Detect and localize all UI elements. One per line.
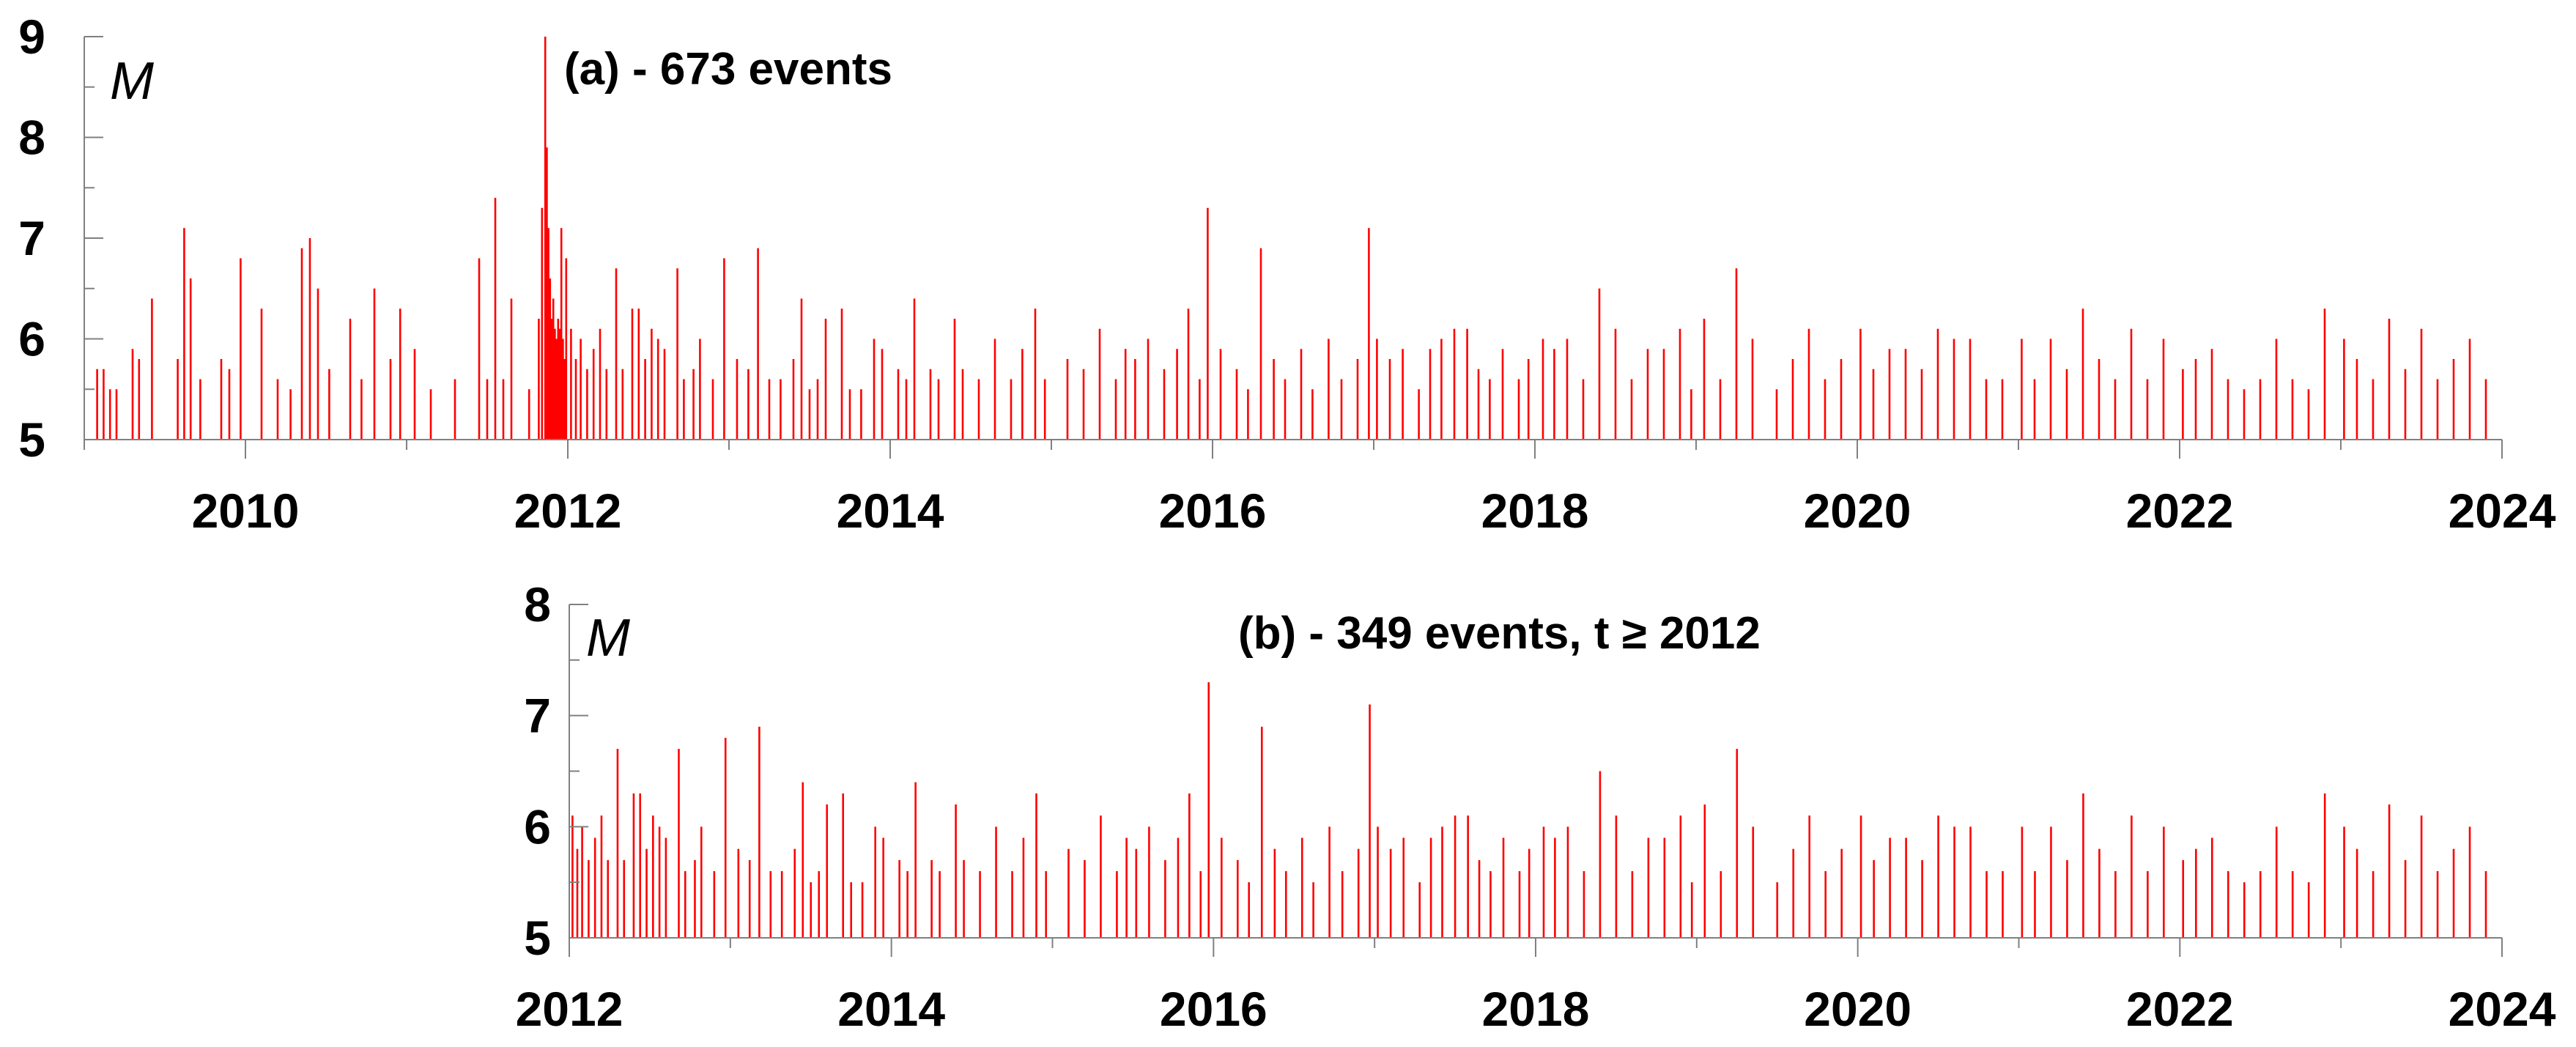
- event-bars-a: [96, 37, 2487, 440]
- y-axis-label-a: M: [110, 52, 154, 111]
- x-tick-label: 2016: [1160, 982, 1267, 1036]
- x-tick-label: 2020: [1804, 982, 1911, 1036]
- y-tick-label: 5: [524, 911, 551, 965]
- y-tick-label: 7: [524, 689, 551, 743]
- x-tick-label: 2020: [1804, 484, 1911, 538]
- x-tick-label: 2014: [837, 484, 944, 538]
- axes-b: 5 6 7 8 2012 2014 2016 2018 2020 2022 2024: [516, 577, 2556, 1036]
- y-tick-label: 6: [524, 799, 551, 854]
- x-tick-label: 2018: [1481, 484, 1589, 538]
- y-tick-label: 9: [18, 10, 45, 64]
- y-tick-label: 7: [18, 211, 45, 265]
- chart-panel-b: (b) - 349 events, t ≥ 2012 M 5 6 7 8 2012 201…: [516, 577, 2556, 1036]
- x-tick-label: 2024: [2449, 982, 2556, 1036]
- x-tick-label: 2022: [2126, 484, 2234, 538]
- event-bars-b: [571, 682, 2487, 938]
- chart-panel-a: (a) - 673 events M 5 6 7 8 9 2010 2012 2014 2016…: [18, 10, 2555, 538]
- y-tick-label: 6: [18, 312, 45, 366]
- x-tick-label: 2012: [514, 484, 622, 538]
- y-axis-label-b: M: [586, 609, 630, 667]
- y-tick-label: 8: [524, 577, 551, 632]
- x-tick-label: 2016: [1159, 484, 1267, 538]
- chart-title-b: (b) - 349 events, t ≥ 2012: [1238, 608, 1761, 659]
- axes-a: 5 6 7 8 9 2010 2012 2014 2016 2018 2020 2022 2024: [18, 10, 2555, 538]
- x-tick-label: 2022: [2126, 982, 2234, 1036]
- y-tick-label: 8: [18, 111, 45, 165]
- x-tick-label: 2024: [2449, 484, 2556, 538]
- x-tick-label: 2014: [837, 982, 945, 1036]
- x-tick-label: 2012: [516, 982, 623, 1036]
- chart-title-a: (a) - 673 events: [564, 44, 892, 95]
- y-tick-label: 5: [18, 412, 45, 467]
- x-tick-label: 2018: [1482, 982, 1590, 1036]
- x-tick-label: 2010: [192, 484, 300, 538]
